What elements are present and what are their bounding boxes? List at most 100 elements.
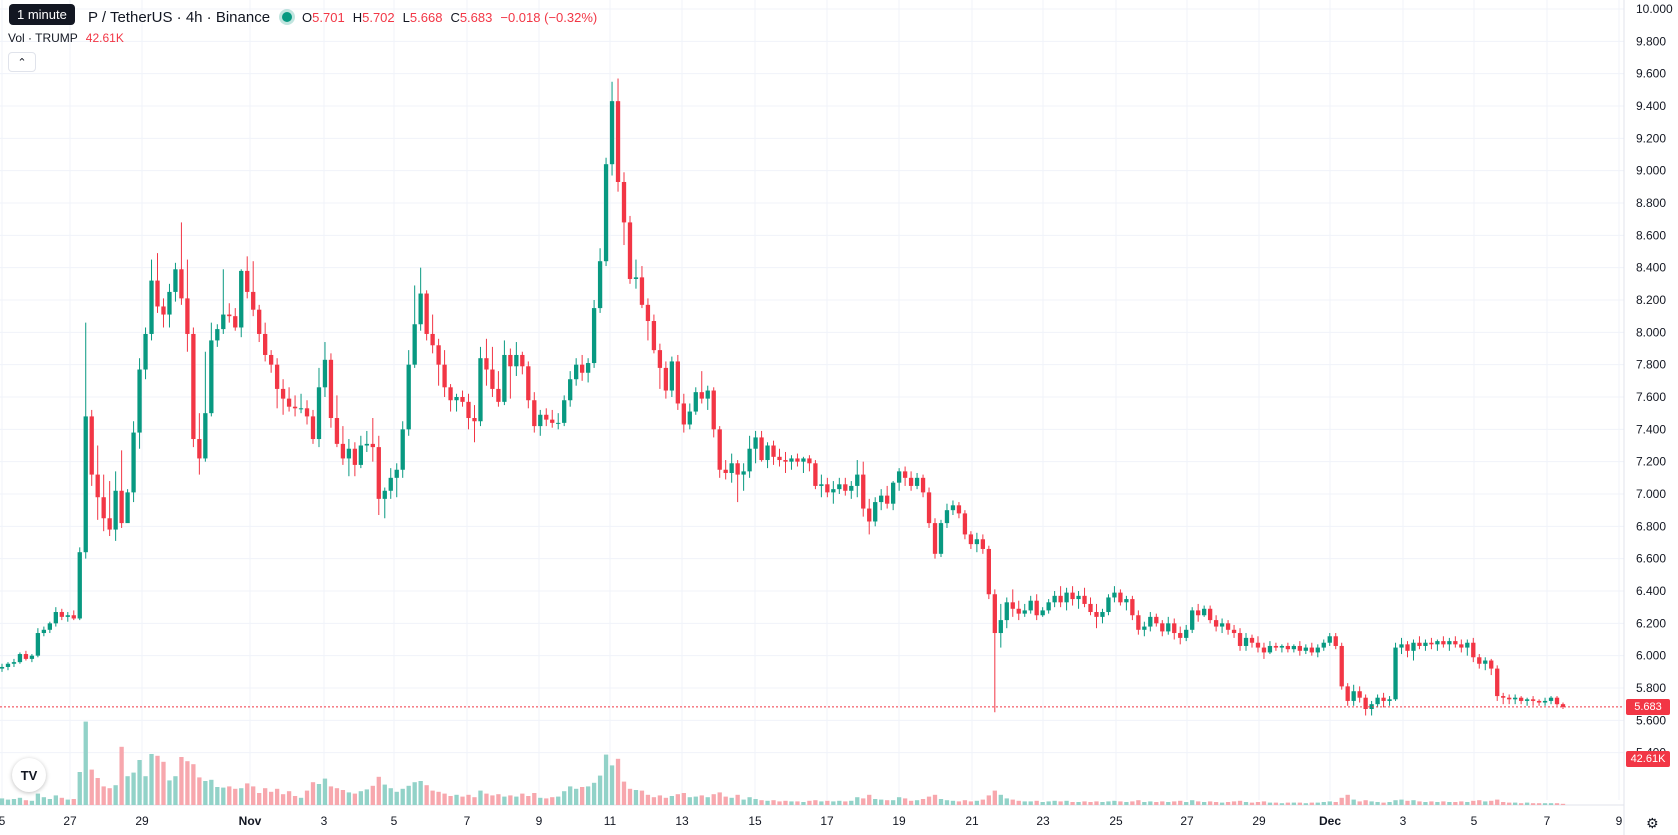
candle-body (735, 463, 740, 475)
candle-body (855, 474, 860, 486)
volume-bar (143, 776, 148, 805)
candle-body (597, 261, 603, 309)
volume-bar (1536, 803, 1542, 805)
candle-body (1560, 704, 1566, 707)
candle-body (149, 280, 154, 334)
candle-body (23, 654, 29, 659)
volume-bar (1351, 799, 1356, 805)
price-axis-label: 8.800 (1636, 196, 1666, 210)
candle-body (292, 406, 298, 409)
candle-body (1034, 600, 1039, 616)
volume-bar (179, 757, 184, 805)
candle-body (179, 269, 184, 299)
time-axis-label: 3 (321, 814, 328, 828)
volume-bar (1028, 801, 1033, 805)
candle-body (1004, 602, 1009, 621)
candle-body (1471, 642, 1476, 658)
volume-bar (1417, 801, 1422, 805)
volume-bar (1154, 802, 1159, 805)
candle-body (1441, 641, 1446, 645)
candle-body (1010, 602, 1015, 609)
candle-body (1028, 600, 1033, 611)
volume-bar (280, 794, 286, 805)
volume-bar (777, 801, 782, 805)
volume-bar (1184, 802, 1189, 805)
volume-bar (1130, 801, 1135, 805)
volume-bar (544, 798, 549, 805)
candle-body (29, 655, 35, 659)
volume-bar (1052, 800, 1057, 805)
candle-body (310, 416, 316, 440)
candle-body (352, 448, 358, 465)
candle-body (1154, 616, 1159, 624)
gear-icon[interactable]: ⚙ (1646, 815, 1659, 831)
candle-body (358, 445, 364, 465)
volume-bar (203, 781, 208, 805)
candle-body (867, 508, 872, 522)
candle-body (1303, 647, 1308, 651)
candle-body (591, 308, 597, 364)
market-status-dot (282, 12, 293, 22)
volume-bar (215, 787, 220, 805)
volume-label: Vol · TRUMP (8, 31, 78, 45)
candle-body (950, 505, 956, 511)
volume-bar (382, 784, 387, 805)
volume-bar (1495, 799, 1500, 805)
candle-body (1166, 623, 1171, 632)
volume-bar (1333, 802, 1338, 805)
candle-body (167, 291, 172, 315)
volume-bar (801, 802, 806, 805)
tradingview-logo[interactable]: TV (12, 758, 46, 792)
candle-body (490, 369, 495, 389)
price-axis-label: 8.400 (1636, 261, 1666, 275)
volume-bar (209, 779, 214, 805)
candle-body (1423, 642, 1428, 646)
volume-bar (1279, 803, 1285, 805)
volume-bar (1190, 800, 1195, 805)
candle-body (645, 304, 651, 322)
candle-body (89, 416, 94, 475)
volume-bar (759, 800, 764, 805)
candle-body (669, 361, 675, 391)
price-axis-label: 7.400 (1636, 422, 1666, 436)
price-axis-label: 6.600 (1636, 552, 1666, 566)
volume-bar (1435, 802, 1440, 805)
low-value: 5.668 (409, 9, 443, 25)
candle-body (484, 358, 489, 370)
volume-bar (1429, 801, 1434, 805)
volume-bar (1064, 800, 1069, 805)
candle-body (268, 354, 274, 365)
volume-bar (1530, 803, 1536, 805)
volume-bar (1160, 801, 1165, 805)
volume-bar (1524, 802, 1530, 805)
candle-body (1321, 642, 1326, 648)
collapse-legend-button[interactable]: ⌃ (8, 52, 36, 72)
candle-body (1357, 691, 1362, 698)
volume-bar (657, 795, 663, 805)
volume-bar (298, 797, 304, 805)
volume-bar (1560, 803, 1566, 805)
candle-body (980, 539, 986, 549)
volume-bar (1477, 800, 1482, 805)
symbol-title[interactable]: P / TetherUS · 4h · Binance (88, 8, 271, 26)
volume-bar (956, 801, 962, 805)
volume-bar (1255, 802, 1261, 805)
volume-bar (1225, 802, 1231, 805)
volume-bar (765, 800, 770, 805)
candle-body (1393, 647, 1398, 700)
volume-bar (1076, 802, 1081, 805)
volume-bar (185, 761, 190, 805)
volume-bar (1554, 803, 1560, 805)
volume-bar (370, 785, 375, 805)
candle-body (412, 324, 417, 365)
volume-bar (1207, 801, 1213, 805)
volume-bar (1094, 801, 1099, 805)
volume-bar (1465, 802, 1470, 805)
candle-body (1124, 599, 1129, 603)
candle-body (639, 277, 645, 305)
chevron-up-icon: ⌃ (17, 56, 27, 69)
time-axis-label: 15 (748, 814, 762, 828)
candle-body (562, 400, 567, 423)
price-axis-label: 8.200 (1636, 293, 1666, 307)
